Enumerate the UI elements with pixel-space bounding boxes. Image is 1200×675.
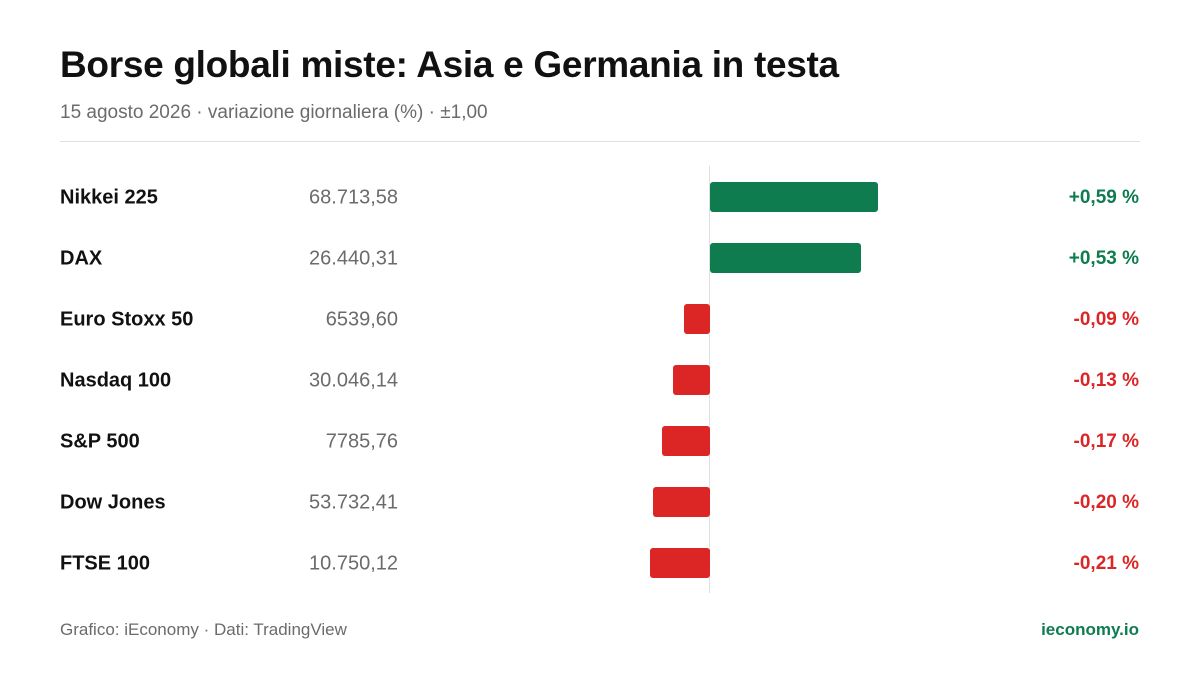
index-row: Nasdaq 100 30.046,14 -0,13 %	[0, 350, 1200, 411]
change-label: -0,20 %	[1073, 491, 1139, 513]
index-price: 7785,76	[325, 430, 398, 452]
change-label: +0,59 %	[1068, 186, 1139, 208]
positive-bar	[710, 182, 879, 212]
index-row: Nikkei 225 68.713,58 +0,59 %	[0, 167, 1200, 228]
negative-bar	[661, 426, 710, 456]
header-divider	[60, 141, 1140, 142]
change-label: -0,13 %	[1073, 369, 1139, 391]
index-price: 6539,60	[325, 308, 398, 330]
negative-bar	[672, 365, 710, 395]
footer-source: Grafico: iEconomy · Dati: TradingView	[60, 620, 347, 639]
index-price: 10.750,12	[309, 552, 398, 574]
chart-subtitle: 15 agosto 2026 · variazione giornaliera …	[60, 102, 488, 123]
index-name: FTSE 100	[60, 552, 151, 574]
negative-bar	[653, 487, 710, 517]
chart-title: Borse globali miste: Asia e Germania in …	[60, 44, 839, 85]
index-price: 53.732,41	[309, 491, 398, 513]
positive-bar	[710, 243, 862, 273]
index-price: 26.440,31	[309, 247, 398, 269]
index-name: Euro Stoxx 50	[60, 308, 194, 330]
index-price: 30.046,14	[309, 369, 398, 391]
change-label: -0,17 %	[1073, 430, 1139, 452]
negative-bar	[650, 548, 710, 578]
index-name: DAX	[60, 247, 103, 269]
negative-bar	[684, 304, 710, 334]
index-price: 68.713,58	[309, 186, 398, 208]
index-name: S&P 500	[60, 430, 140, 452]
index-name: Nikkei 225	[60, 186, 158, 208]
index-row: DAX 26.440,31 +0,53 %	[0, 228, 1200, 289]
index-name: Nasdaq 100	[60, 369, 172, 391]
change-label: -0,21 %	[1073, 552, 1139, 574]
index-row: Euro Stoxx 50 6539,60 -0,09 %	[0, 289, 1200, 350]
change-label: -0,09 %	[1073, 308, 1139, 330]
footer-brand-link[interactable]: ieconomy.io	[1041, 620, 1139, 639]
index-row: Dow Jones 53.732,41 -0,20 %	[0, 472, 1200, 533]
index-row: S&P 500 7785,76 -0,17 %	[0, 411, 1200, 472]
change-label: +0,53 %	[1068, 247, 1139, 269]
index-name: Dow Jones	[60, 491, 166, 513]
index-row: FTSE 100 10.750,12 -0,21 %	[0, 533, 1200, 594]
